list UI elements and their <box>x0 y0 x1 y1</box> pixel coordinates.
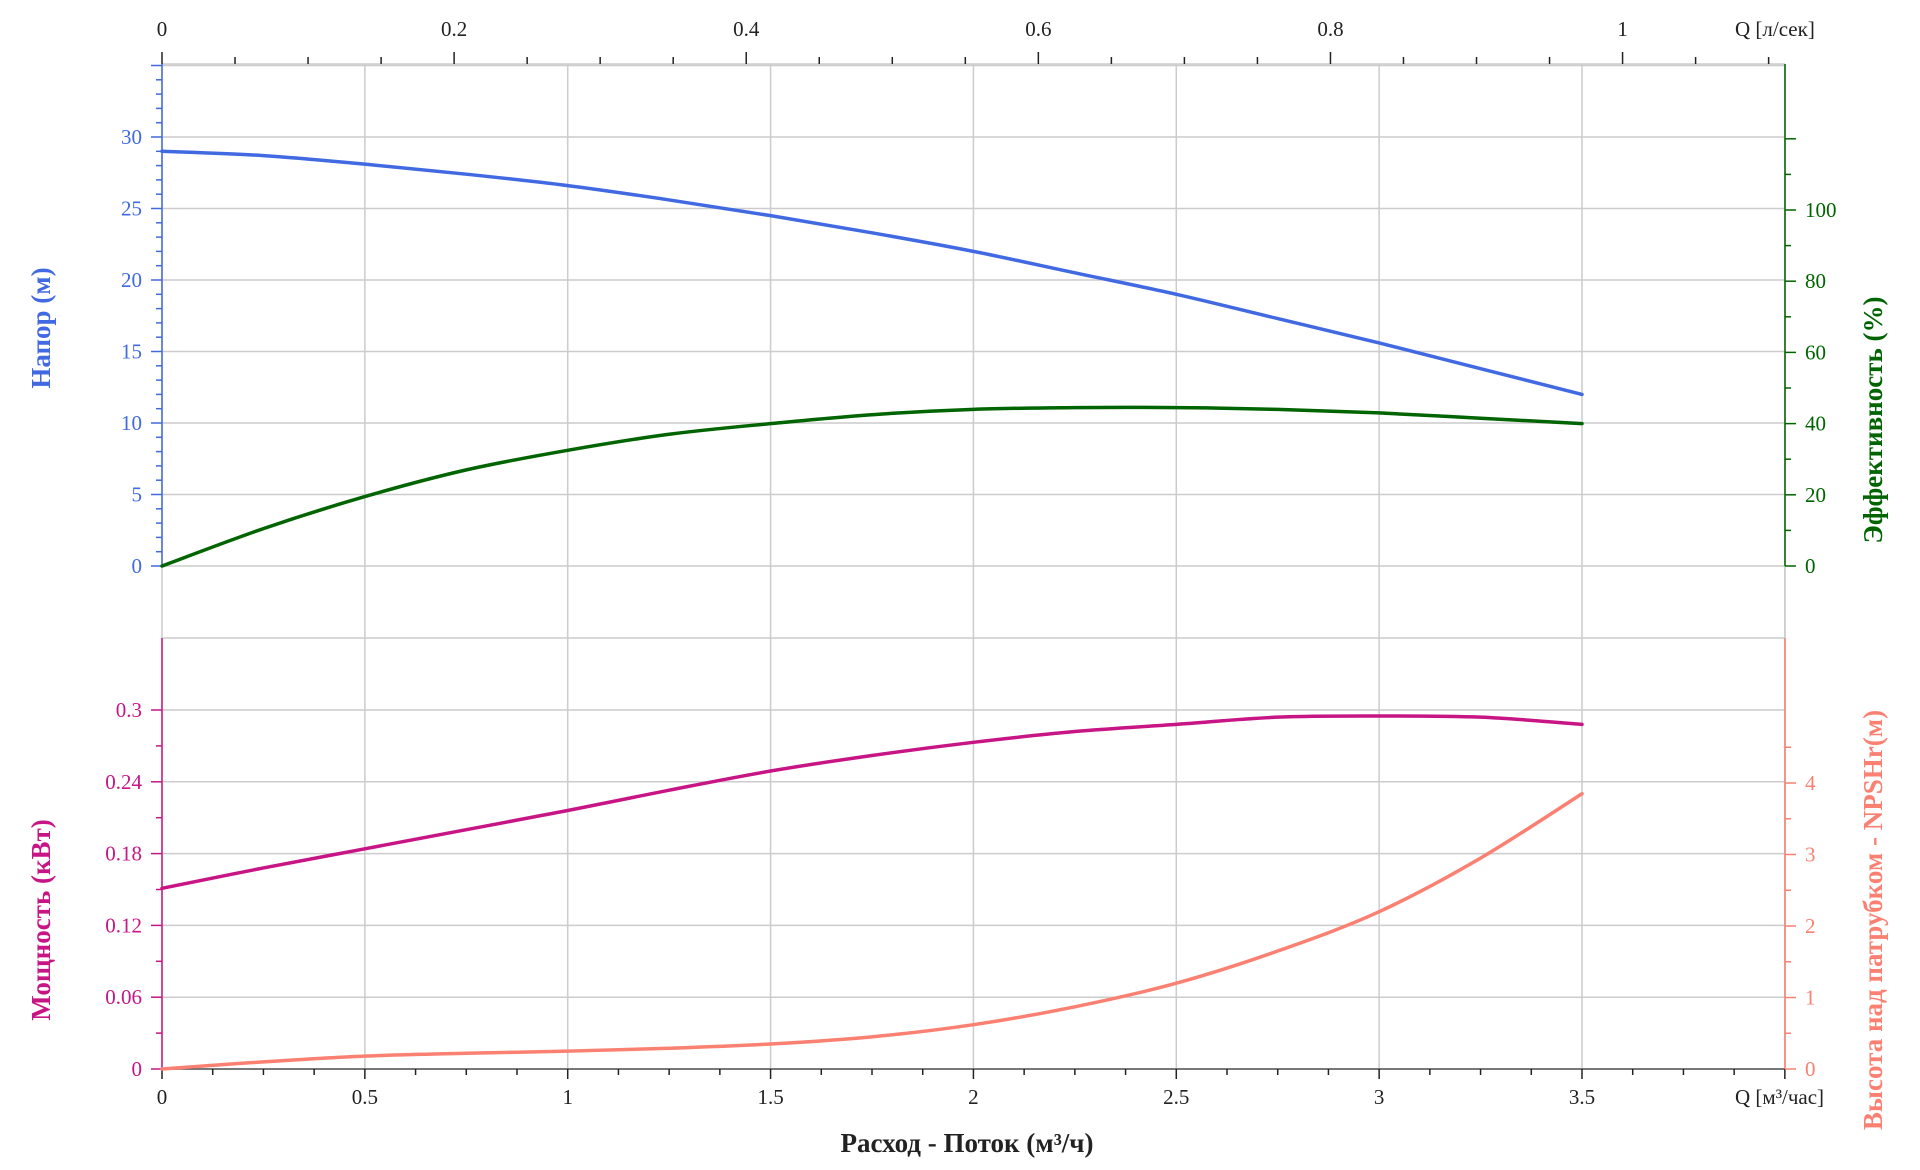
series-line-efficiency <box>160 405 1584 568</box>
head-tick-label: 10 <box>121 411 142 435</box>
efficiency-tick-label: 40 <box>1805 412 1826 436</box>
labels-layer: 0 0.5 1 1.5 2 2.5 3 3.50 0.2 0.4 0.6 0.8 10510152025… <box>105 17 1836 1109</box>
power-tick-label: 0.18 <box>105 842 142 866</box>
npsh-tick-label: 4 <box>1805 771 1816 795</box>
top-tick-label: 0.6 <box>1025 17 1051 41</box>
series-layer <box>160 149 1584 1071</box>
x-tick-label: 2.5 <box>1163 1085 1189 1109</box>
series-line-npsh <box>160 791 1584 1071</box>
npsh-axis-title: Высота над патрубком - NPSHr(м) <box>1858 710 1888 1130</box>
npsh-tick-label: 3 <box>1805 843 1816 867</box>
head-axis-title: Напор (м) <box>26 267 56 388</box>
x-tick-label: 1.5 <box>757 1085 783 1109</box>
x-tick-label: 0 <box>157 1085 168 1109</box>
power-tick-label: 0.06 <box>105 985 142 1009</box>
efficiency-axis-title: Эффективность (%) <box>1858 297 1888 544</box>
x-unit-top-label: Q [л/сек] <box>1735 17 1815 41</box>
head-tick-label: 15 <box>121 340 142 364</box>
power-tick-label: 0.3 <box>116 698 142 722</box>
top-tick-label: 0.2 <box>441 17 467 41</box>
head-tick-label: 5 <box>132 483 143 507</box>
efficiency-tick-label: 0 <box>1805 554 1816 578</box>
head-tick-label: 30 <box>121 125 142 149</box>
x-tick-label: 2 <box>968 1085 979 1109</box>
npsh-tick-label: 1 <box>1805 986 1816 1010</box>
head-tick-label: 0 <box>132 554 143 578</box>
efficiency-tick-label: 80 <box>1805 269 1826 293</box>
power-axis-title: Мощность (кВт) <box>26 819 56 1021</box>
series-line-power <box>160 714 1584 891</box>
power-tick-label: 0.24 <box>105 770 142 794</box>
npsh-tick-label: 2 <box>1805 914 1816 938</box>
power-tick-label: 0 <box>132 1057 143 1081</box>
efficiency-tick-label: 100 <box>1805 198 1837 222</box>
x-tick-label: 0.5 <box>352 1085 378 1109</box>
axes-layer <box>151 52 1796 1079</box>
x-tick-label: 1 <box>562 1085 573 1109</box>
head-tick-label: 25 <box>121 197 142 221</box>
top-tick-label: 0.4 <box>733 17 760 41</box>
x-tick-label: 3 <box>1374 1085 1385 1109</box>
x-axis-title: Расход - Поток (м³/ч) <box>840 1128 1093 1158</box>
top-tick-label: 1 <box>1617 17 1628 41</box>
x-tick-label: 3.5 <box>1569 1085 1595 1109</box>
efficiency-tick-label: 60 <box>1805 340 1826 364</box>
top-tick-label: 0 <box>157 17 168 41</box>
grid-layer <box>161 63 1786 1070</box>
npsh-tick-label: 0 <box>1805 1057 1816 1081</box>
top-tick-label: 0.8 <box>1317 17 1343 41</box>
efficiency-tick-label: 20 <box>1805 483 1826 507</box>
head-tick-label: 20 <box>121 268 142 292</box>
series-line-head <box>160 149 1584 397</box>
x-unit-bottom-label: Q [м³/час] <box>1735 1085 1824 1109</box>
power-tick-label: 0.12 <box>105 913 142 937</box>
